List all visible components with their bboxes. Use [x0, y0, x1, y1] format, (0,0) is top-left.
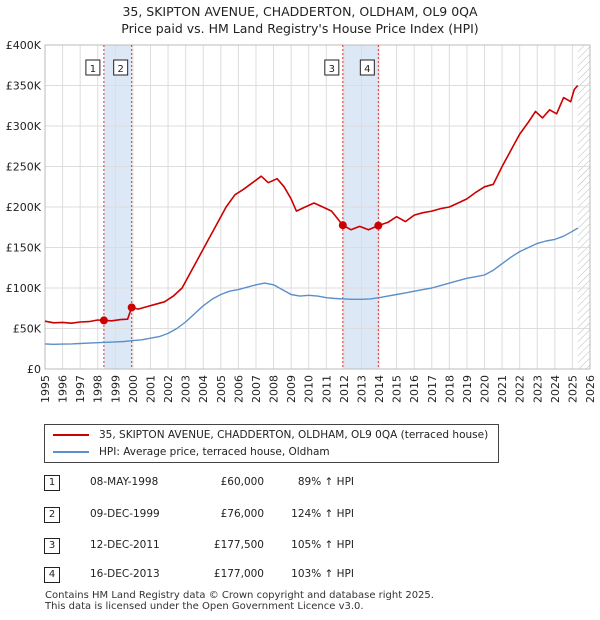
transaction-row: 4 16-DEC-2013 £177,000 103% ↑ HPI	[44, 565, 464, 585]
sale-point	[338, 221, 347, 230]
y-tick-label: £400K	[6, 39, 42, 52]
x-tick-label: 1999	[109, 375, 122, 403]
x-tick-label: 2025	[566, 375, 579, 403]
x-tick-label: 1995	[39, 375, 52, 403]
transaction-row: 2 09-DEC-1999 £76,000 124% ↑ HPI	[44, 505, 464, 525]
x-tick-label: 2016	[408, 375, 421, 403]
transaction-hpi: 124% ↑ HPI	[291, 508, 354, 520]
x-tick-label: 2000	[127, 375, 140, 403]
x-tick-label: 2008	[268, 375, 281, 403]
transaction-number: 4	[44, 567, 60, 583]
sale-marker-label: 4	[364, 64, 370, 75]
plot-frame	[44, 44, 591, 370]
transaction-number: 3	[44, 538, 60, 554]
x-tick-label: 2023	[531, 375, 544, 403]
x-tick-label: 1996	[57, 375, 70, 403]
x-tick-label: 2021	[496, 375, 509, 403]
sale-point	[99, 316, 108, 325]
transaction-price: £60,000	[220, 476, 264, 488]
x-tick-label: 2019	[461, 375, 474, 403]
footer: Contains HM Land Registry data © Crown c…	[45, 590, 434, 612]
x-tick-label: 2002	[162, 375, 175, 403]
x-tick-label: 2017	[426, 375, 439, 403]
y-tick-label: £100K	[6, 282, 42, 295]
legend-label-hpi: HPI: Average price, terraced house, Oldh…	[99, 446, 330, 458]
transaction-number: 2	[44, 507, 60, 523]
sale-point	[374, 221, 383, 230]
transaction-price: £177,000	[213, 568, 264, 580]
chart-title: 35, SKIPTON AVENUE, CHADDERTON, OLDHAM, …	[122, 4, 478, 19]
transaction-date: 09-DEC-1999	[90, 508, 160, 520]
sale-point	[127, 303, 136, 312]
x-tick-label: 2006	[232, 375, 245, 403]
sale-marker-box	[85, 59, 101, 76]
transaction-date: 16-DEC-2013	[90, 568, 160, 580]
x-tick-label: 2001	[144, 375, 157, 403]
x-tick-label: 2014	[373, 375, 386, 403]
x-tick-label: 2022	[514, 375, 527, 403]
x-tick-label: 2026	[584, 375, 597, 403]
transaction-price: £76,000	[220, 508, 264, 520]
transaction-hpi: 103% ↑ HPI	[291, 568, 354, 580]
legend-swatch-hpi	[53, 451, 89, 453]
sale-marker-box	[359, 59, 375, 76]
sale-marker-label: 1	[90, 64, 96, 75]
sale-marker-box	[324, 59, 340, 76]
transaction-row: 3 12-DEC-2011 £177,500 105% ↑ HPI	[44, 536, 464, 556]
y-tick-label: £50K	[13, 323, 42, 336]
x-tick-label: 2010	[303, 375, 316, 403]
y-tick-label: £300K	[6, 120, 42, 133]
y-tick-label: £200K	[6, 201, 42, 214]
chart-subtitle: Price paid vs. HM Land Registry's House …	[121, 21, 479, 36]
sale-marker-label: 3	[329, 64, 335, 75]
sale-marker-label: 2	[117, 64, 123, 75]
footer-copyright: Contains HM Land Registry data © Crown c…	[45, 590, 434, 601]
hpi-line	[44, 227, 579, 345]
transaction-hpi: 105% ↑ HPI	[291, 539, 354, 551]
x-tick-label: 1998	[92, 375, 105, 403]
x-tick-label: 2013	[355, 375, 368, 403]
transaction-row: 1 08-MAY-1998 £60,000 89% ↑ HPI	[44, 473, 464, 493]
footer-license: This data is licensed under the Open Gov…	[45, 601, 364, 612]
x-tick-label: 2009	[285, 375, 298, 403]
legend: 35, SKIPTON AVENUE, CHADDERTON, OLDHAM, …	[44, 424, 499, 463]
y-tick-label: £150K	[6, 242, 42, 255]
y-tick-label: £0	[27, 363, 41, 376]
x-tick-label: 2003	[180, 375, 193, 403]
legend-label-property: 35, SKIPTON AVENUE, CHADDERTON, OLDHAM, …	[99, 429, 489, 441]
x-tick-label: 2020	[479, 375, 492, 403]
transaction-hpi: 89% ↑ HPI	[297, 476, 354, 488]
x-tick-label: 2004	[197, 375, 210, 403]
x-tick-label: 2012	[338, 375, 351, 403]
y-tick-label: £250K	[6, 161, 42, 174]
x-tick-label: 2015	[391, 375, 404, 403]
price-chart: £0 £50K £100K £150K £200K £250K £300K £350K £400…	[6, 39, 597, 403]
transaction-price: £177,500	[213, 539, 264, 551]
x-tick-label: 2011	[320, 375, 333, 403]
transaction-date: 12-DEC-2011	[90, 539, 160, 551]
transaction-date: 08-MAY-1998	[90, 476, 159, 488]
sale-marker-box	[113, 59, 129, 76]
x-tick-label: 1997	[74, 375, 87, 403]
transaction-number: 1	[44, 475, 60, 491]
x-tick-label: 2024	[549, 375, 562, 403]
legend-swatch-property	[53, 434, 89, 436]
y-tick-label: £350K	[6, 80, 42, 93]
x-tick-label: 2005	[215, 375, 228, 403]
x-tick-label: 2018	[443, 375, 456, 403]
x-tick-label: 2007	[250, 375, 263, 403]
